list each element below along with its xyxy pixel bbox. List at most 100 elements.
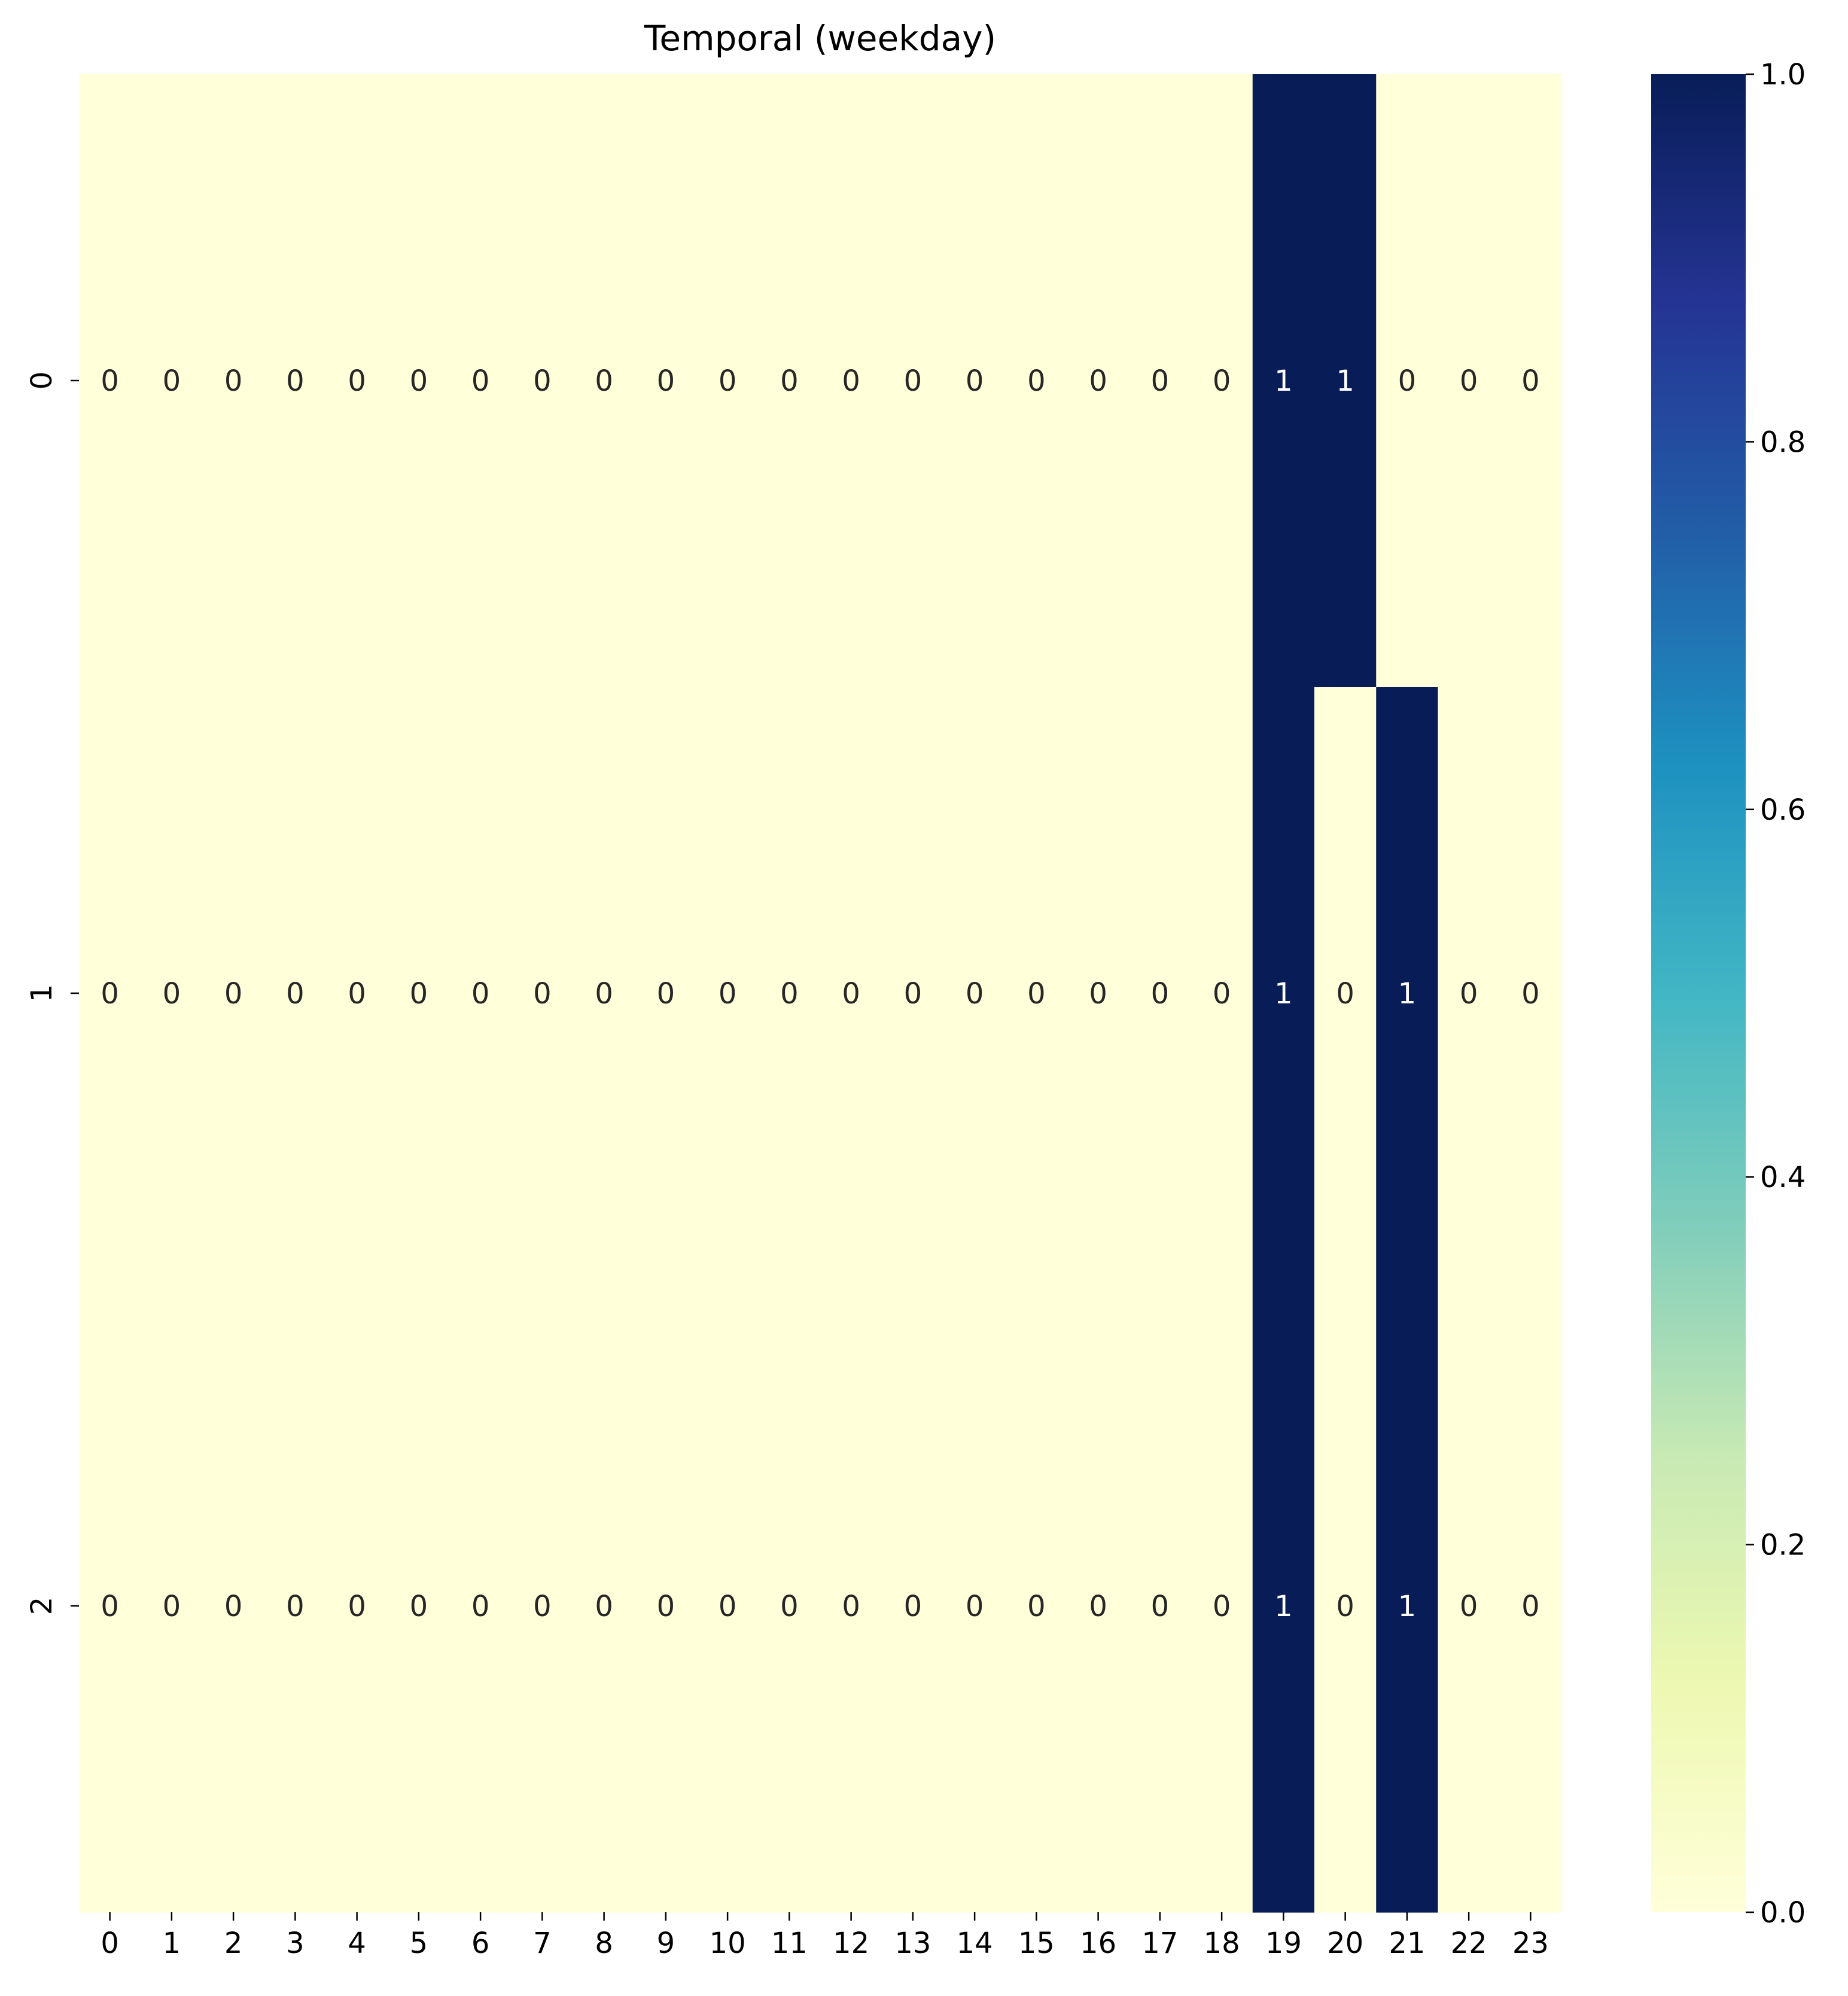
x-tick-label: 15 (1018, 1927, 1055, 1960)
heatmap-cell (635, 687, 698, 1300)
heatmap-cell (1129, 74, 1192, 687)
colorbar-tick-label: 0.8 (1760, 425, 1806, 459)
heatmap-cell (1129, 1300, 1192, 1913)
heatmap-cell (388, 1300, 450, 1913)
heatmap-cell (1005, 1300, 1068, 1913)
heatmap-cell (573, 74, 635, 687)
heatmap-cell (882, 1300, 945, 1913)
heatmap-cell (1129, 687, 1192, 1300)
heatmap-cell (882, 74, 945, 687)
cell-annotation: 0 (842, 1590, 860, 1623)
heatmap-cell (1067, 1300, 1129, 1913)
cell-annotation: 0 (1027, 364, 1046, 398)
heatmap-cell (1252, 1300, 1315, 1913)
x-tick-label: 7 (533, 1927, 552, 1960)
cell-annotation: 1 (1274, 977, 1293, 1011)
cell-annotation: 0 (1151, 1590, 1170, 1623)
heatmap-cell (758, 74, 821, 687)
cell-annotation: 0 (595, 364, 613, 398)
cell-annotation: 0 (966, 364, 984, 398)
heatmap-cell (1067, 687, 1129, 1300)
cell-annotation: 0 (471, 977, 490, 1011)
cell-annotation: 0 (1521, 977, 1540, 1011)
heatmap-cell (1499, 1300, 1562, 1913)
heatmap-cell (1438, 74, 1500, 687)
colorbar-tick-label: 0.6 (1760, 793, 1806, 827)
cell-annotation: 0 (101, 977, 119, 1011)
cell-annotation: 0 (966, 1590, 984, 1623)
heatmap-cell (1191, 74, 1253, 687)
x-tick-label: 5 (410, 1927, 428, 1960)
cell-annotation: 0 (224, 364, 243, 398)
heatmap-cell (1376, 687, 1439, 1300)
x-tick-label: 10 (710, 1927, 746, 1960)
heatmap-cell (1376, 1300, 1439, 1913)
heatmap-cell (943, 687, 1006, 1300)
cell-annotation: 0 (904, 977, 923, 1011)
cell-annotation: 0 (163, 977, 181, 1011)
cell-annotation: 0 (1089, 364, 1107, 398)
cell-annotation: 0 (1521, 364, 1540, 398)
cell-annotation: 0 (657, 977, 675, 1011)
x-tick-label: 3 (286, 1927, 305, 1960)
x-tick-label: 13 (894, 1927, 931, 1960)
chart-title: Temporal (weekday) (644, 18, 996, 59)
x-tick-label: 8 (595, 1927, 613, 1960)
heatmap-cell (326, 74, 388, 687)
cell-annotation: 0 (348, 1590, 366, 1623)
y-tick-label: 2 (25, 1597, 59, 1615)
cell-annotation: 0 (163, 364, 181, 398)
heatmap-cell (1191, 687, 1253, 1300)
heatmap-cell (943, 1300, 1006, 1913)
heatmap-cell (1314, 687, 1377, 1300)
x-tick-label: 16 (1080, 1927, 1116, 1960)
heatmap-cell (1005, 74, 1068, 687)
heatmap-cell (573, 1300, 635, 1913)
heatmap-cell (1314, 74, 1377, 687)
heatmap-cell (758, 1300, 821, 1913)
cell-annotation: 1 (1274, 1590, 1293, 1623)
heatmap-cell (202, 1300, 265, 1913)
cell-annotation: 0 (1336, 977, 1354, 1011)
cell-annotation: 0 (1089, 1590, 1107, 1623)
heatmap-cell (326, 1300, 388, 1913)
x-tick-label: 21 (1389, 1927, 1425, 1960)
cell-annotation: 0 (719, 364, 737, 398)
heatmap-cell (758, 687, 821, 1300)
colorbar-tick-label: 0.0 (1760, 1896, 1806, 1930)
heatmap-cell (1438, 1300, 1500, 1913)
cell-annotation: 0 (224, 977, 243, 1011)
cell-annotation: 0 (904, 1590, 923, 1623)
heatmap-cell (141, 687, 203, 1300)
cell-annotation: 0 (780, 364, 799, 398)
heatmap-cell (449, 1300, 512, 1913)
cell-annotation: 0 (1089, 977, 1107, 1011)
heatmap-cell (1438, 687, 1500, 1300)
heatmap-cell (264, 74, 327, 687)
heatmap-cell (79, 1300, 141, 1913)
heatmap-cell (79, 74, 141, 687)
heatmap-cell (1067, 74, 1129, 687)
cell-annotation: 0 (533, 364, 552, 398)
cell-annotation: 0 (595, 977, 613, 1011)
x-tick-label: 14 (957, 1927, 993, 1960)
cell-annotation: 0 (1336, 1590, 1354, 1623)
heatmap-cell (1252, 687, 1315, 1300)
cell-annotation: 0 (1213, 1590, 1231, 1623)
cell-annotation: 0 (1460, 364, 1478, 398)
cell-annotation: 0 (163, 1590, 181, 1623)
colorbar-tick-label: 0.4 (1760, 1161, 1806, 1194)
heatmap-cell (202, 687, 265, 1300)
heatmap-cell (326, 687, 388, 1300)
cell-annotation: 0 (410, 364, 428, 398)
heatmap-cell (943, 74, 1006, 687)
heatmap-cell (696, 74, 759, 687)
cell-annotation: 0 (1151, 977, 1170, 1011)
cell-annotation: 0 (1398, 364, 1417, 398)
cell-annotation: 0 (533, 1590, 552, 1623)
y-tick-label: 1 (25, 984, 59, 1003)
cell-annotation: 0 (101, 1590, 119, 1623)
cell-annotation: 0 (780, 977, 799, 1011)
x-tick-label: 12 (833, 1927, 869, 1960)
x-tick-label: 22 (1451, 1927, 1487, 1960)
